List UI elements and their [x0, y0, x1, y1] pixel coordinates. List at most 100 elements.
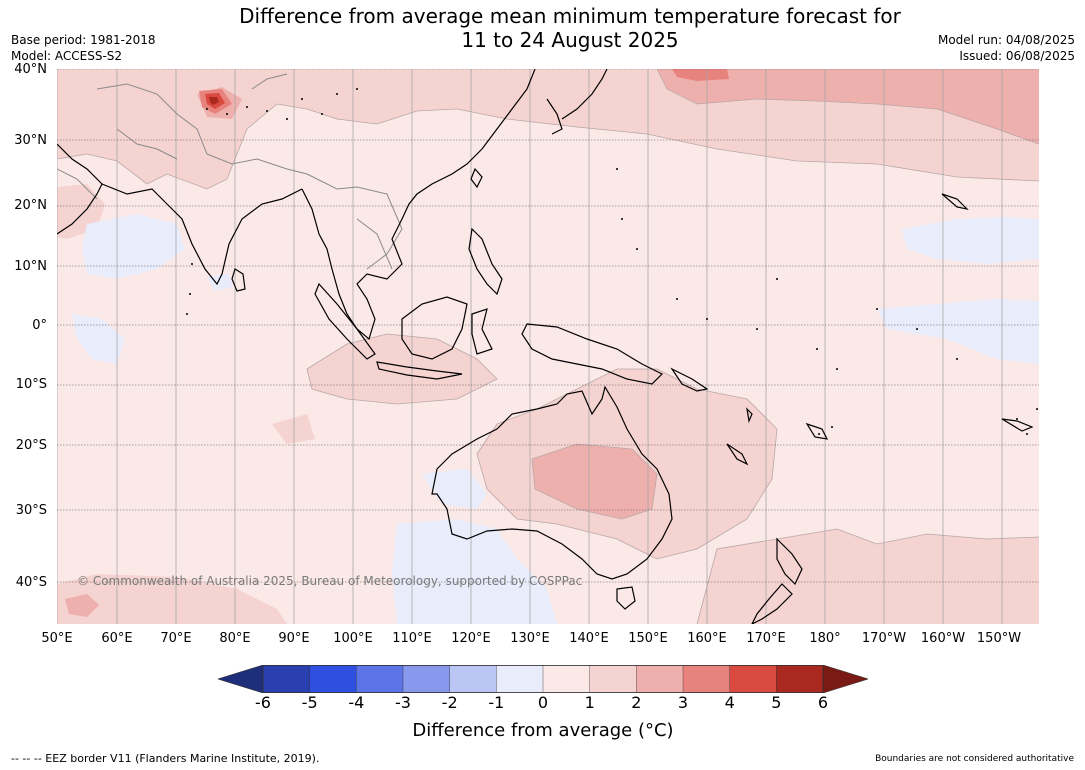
colorbar-segments — [218, 665, 868, 693]
coast-indochina — [301, 148, 483, 341]
anomaly-indian-ocean — [272, 414, 315, 444]
lon-label-60e: 60°E — [101, 631, 133, 646]
coast-new-zealand-north — [776, 537, 803, 586]
contour-lines — [57, 69, 1039, 624]
colorbar-segment — [729, 665, 778, 693]
coast-hawaii — [941, 193, 969, 210]
title-line-2: 11 to 24 August 2025 — [461, 28, 679, 52]
coast-sulawesi — [471, 308, 493, 355]
coast-sri-lanka — [231, 268, 246, 292]
anomaly-cool-south-indian — [392, 519, 557, 624]
anomaly-himalaya-max — [209, 97, 219, 105]
coast-new-guinea — [521, 323, 664, 385]
colorbar-tick-label: 1 — [584, 693, 595, 712]
meridians — [57, 69, 1003, 624]
anomaly-maritime — [307, 334, 497, 404]
colorbar-tick-label: -6 — [255, 693, 271, 712]
lon-label-90e: 90°E — [278, 631, 310, 646]
colorbar-tick-label: 6 — [817, 693, 829, 712]
coast-india — [101, 183, 303, 286]
lon-label-180: 180° — [809, 631, 841, 646]
island-dots — [186, 88, 1038, 435]
colorbar-tick-label: -2 — [441, 693, 458, 712]
lon-label-160w: 160°W — [920, 631, 966, 646]
lon-label-100e: 100°E — [333, 631, 373, 646]
colorbar-segment — [262, 665, 311, 693]
lon-label-70e: 70°E — [160, 631, 192, 646]
lon-label-50e: 50°E — [41, 631, 73, 646]
colorbar-tick-label: -3 — [395, 693, 411, 712]
coast-vanuatu — [746, 407, 753, 424]
lon-label-140e: 140°E — [569, 631, 609, 646]
copyright-notice: © Commonwealth of Australia 2025, Bureau… — [77, 574, 583, 588]
forecast-map — [57, 69, 1039, 624]
country-borders — [57, 73, 403, 270]
coast-philippines — [468, 227, 503, 296]
colorbar-tick-label: 5 — [771, 693, 782, 712]
anomaly-south-west — [57, 574, 287, 624]
coast-java — [376, 361, 463, 380]
lon-label-160e: 160°E — [687, 631, 727, 646]
anomaly-far-south-west — [65, 594, 99, 617]
lon-label-110e: 110°E — [392, 631, 432, 646]
coast-arabia — [57, 143, 103, 235]
lon-label-170e: 170°E — [746, 631, 786, 646]
anomaly-central-australia — [532, 444, 657, 519]
coast-china — [481, 69, 536, 150]
anomaly-cool-pacific-east — [902, 217, 1039, 264]
model-run: Model run: 04/08/2025 — [937, 33, 1075, 47]
lat-label-10n: 10°N — [14, 259, 47, 274]
colorbar-segment — [542, 665, 591, 693]
colorbar-tick-label: -4 — [348, 693, 365, 712]
lon-label-130e: 130°E — [510, 631, 550, 646]
lat-label-30n: 30°N — [14, 133, 47, 148]
colorbar-tick-label: 0 — [537, 693, 549, 712]
lat-label-0: 0° — [32, 318, 47, 333]
colorbar-extend-low — [218, 665, 264, 693]
coast-australia — [431, 385, 673, 580]
anomaly-cool-west-ocean — [72, 314, 125, 364]
coast-tasmania — [616, 586, 636, 610]
lon-label-150e: 150°E — [628, 631, 668, 646]
map-title: Difference from average mean minimum tem… — [0, 4, 1085, 52]
coast-solomons — [670, 367, 709, 392]
meta-left: Base period: 1981-2018 Model: ACCESS-S2 — [11, 32, 156, 64]
gridlines — [57, 69, 1039, 624]
anomaly-cool-equatorial — [877, 299, 1039, 364]
coastlines — [57, 69, 1034, 624]
lon-label-150w: 150°W — [976, 631, 1022, 646]
title-line-1: Difference from average mean minimum tem… — [239, 4, 901, 28]
boundaries-note: Boundaries are not considered authoritat… — [875, 754, 1074, 764]
coast-japan — [561, 69, 608, 120]
lon-label-170w: 170°W — [861, 631, 907, 646]
lat-label-40n: 40°N — [14, 62, 47, 77]
model-name: Model: ACCESS-S2 — [11, 49, 123, 63]
anomaly-north-pacific — [657, 69, 1039, 144]
coast-fiji — [805, 422, 829, 440]
lon-label-80e: 80°E — [219, 631, 251, 646]
colorbar-segment — [589, 665, 638, 693]
lat-label-40s: 40°S — [15, 575, 47, 590]
colorbar-segment — [636, 665, 684, 693]
colorbar-tick-label: -1 — [488, 693, 505, 712]
anomaly-cool-bay — [82, 214, 185, 279]
coast-new-zealand-south — [751, 583, 793, 624]
colorbar-extend-high — [822, 665, 868, 693]
colorbar-tick-label: -5 — [301, 693, 318, 712]
lat-label-30s: 30°S — [15, 503, 47, 518]
meta-right: Model run: 04/08/2025 Issued: 06/08/2025 — [938, 32, 1075, 64]
colorbar — [218, 665, 868, 693]
coast-borneo — [401, 296, 468, 360]
colorbar-segment — [776, 665, 824, 693]
colorbar-segment — [309, 665, 358, 693]
colorbar-segment — [402, 665, 451, 693]
colorbar-segment — [682, 665, 731, 693]
lat-label-10s: 10°S — [15, 377, 47, 392]
coast-new-caledonia — [726, 443, 749, 466]
coast-samoa — [1001, 418, 1034, 432]
colorbar-frame — [262, 665, 824, 693]
lat-label-20n: 20°N — [14, 198, 47, 213]
lat-label-20s: 20°S — [15, 438, 47, 453]
anomaly-cool-small — [207, 274, 233, 291]
coast-korea — [546, 98, 563, 135]
